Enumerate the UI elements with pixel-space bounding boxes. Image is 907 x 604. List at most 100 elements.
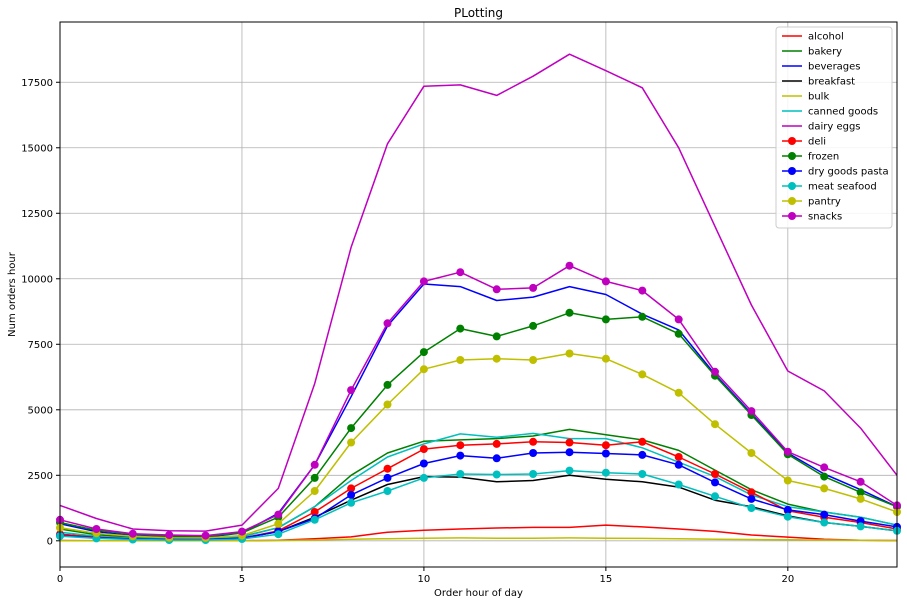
data-point xyxy=(601,277,610,286)
legend-marker xyxy=(788,212,796,220)
data-point xyxy=(565,438,574,447)
data-point xyxy=(274,510,283,519)
data-point xyxy=(601,441,610,450)
data-point xyxy=(601,354,610,363)
series-meat-seafood xyxy=(56,466,901,544)
data-point xyxy=(820,463,829,472)
y-tick-label: 5000 xyxy=(28,405,53,416)
data-point xyxy=(565,308,574,317)
data-point xyxy=(310,473,319,482)
data-point xyxy=(492,285,501,294)
y-tick-label: 12500 xyxy=(21,209,53,220)
data-point xyxy=(856,494,865,503)
y-tick-label: 0 xyxy=(47,536,53,547)
data-point xyxy=(529,437,538,446)
x-tick-label: 20 xyxy=(781,574,794,585)
data-point xyxy=(347,490,356,499)
legend-label: pantry xyxy=(808,197,841,208)
data-point xyxy=(856,477,865,486)
data-point xyxy=(492,439,501,448)
legend-label: meat seafood xyxy=(808,182,877,193)
data-point xyxy=(856,522,865,531)
data-point xyxy=(820,472,829,481)
data-point xyxy=(383,473,392,482)
y-axis-title: Num orders hour xyxy=(7,251,18,337)
data-point xyxy=(419,277,428,286)
series-bulk xyxy=(60,537,898,542)
data-point xyxy=(711,420,719,429)
legend-label: beverages xyxy=(808,62,861,73)
legend-item: beverages xyxy=(782,62,861,73)
legend-label: snacks xyxy=(808,212,842,223)
legend-item: canned goods xyxy=(782,107,878,118)
data-point xyxy=(747,488,756,497)
data-point xyxy=(529,470,538,478)
series-snacks xyxy=(56,261,901,540)
data-point xyxy=(347,438,356,447)
x-tick-label: 10 xyxy=(418,574,431,585)
legend-label: bakery xyxy=(808,47,842,58)
data-point xyxy=(601,315,610,324)
chart-title: PLotting xyxy=(454,6,503,20)
data-point xyxy=(383,464,392,473)
data-point xyxy=(419,348,428,357)
data-point xyxy=(638,470,647,478)
legend-label: frozen xyxy=(808,152,839,163)
data-point xyxy=(347,424,356,433)
data-point xyxy=(783,476,792,485)
series-line xyxy=(59,312,898,538)
legend-label: bulk xyxy=(808,92,829,103)
data-point xyxy=(529,356,538,364)
data-point xyxy=(711,492,719,501)
data-point xyxy=(674,460,683,469)
data-point xyxy=(638,286,647,295)
data-point xyxy=(383,400,392,409)
data-point xyxy=(747,407,756,416)
data-point xyxy=(601,468,610,477)
legend-item: alcohol xyxy=(782,32,844,43)
data-point xyxy=(456,451,465,460)
data-point xyxy=(492,354,501,363)
data-point xyxy=(383,319,392,328)
series-pantry xyxy=(56,349,901,542)
data-point xyxy=(492,470,501,479)
x-axis-title: Order hour of day xyxy=(434,588,523,599)
legend-label: alcohol xyxy=(808,32,844,43)
x-tick-label: 0 xyxy=(57,574,63,585)
data-point xyxy=(310,487,319,495)
series-line xyxy=(59,352,898,539)
data-point xyxy=(747,504,756,512)
legend-item: breakfast xyxy=(782,77,855,88)
data-point xyxy=(820,484,829,493)
y-tick-label: 10000 xyxy=(21,274,53,285)
data-point xyxy=(201,531,210,540)
data-point xyxy=(638,437,647,446)
data-point xyxy=(419,445,428,454)
legend-label: breakfast xyxy=(808,77,855,88)
data-point xyxy=(565,349,574,358)
data-point xyxy=(638,312,647,321)
data-point xyxy=(274,519,283,528)
data-point xyxy=(347,498,356,507)
data-point xyxy=(820,518,829,527)
series-line xyxy=(60,537,898,542)
legend-item: deli xyxy=(782,137,826,148)
legend-marker xyxy=(788,167,796,175)
data-point xyxy=(419,365,428,374)
data-point xyxy=(711,367,719,376)
legend-marker xyxy=(788,137,796,145)
data-point xyxy=(310,515,319,524)
data-point xyxy=(783,447,792,456)
legend-label: dairy eggs xyxy=(808,122,861,133)
data-point xyxy=(492,332,501,341)
data-point xyxy=(456,324,465,333)
legend: alcohol bakery beverages breakfast bulk canne… xyxy=(775,26,893,229)
y-tick-label: 15000 xyxy=(21,143,53,154)
series-line xyxy=(59,53,898,532)
plot-frame xyxy=(59,21,898,568)
data-point xyxy=(674,453,683,461)
data-point xyxy=(347,386,356,395)
data-point xyxy=(747,494,756,503)
data-point xyxy=(419,473,428,482)
